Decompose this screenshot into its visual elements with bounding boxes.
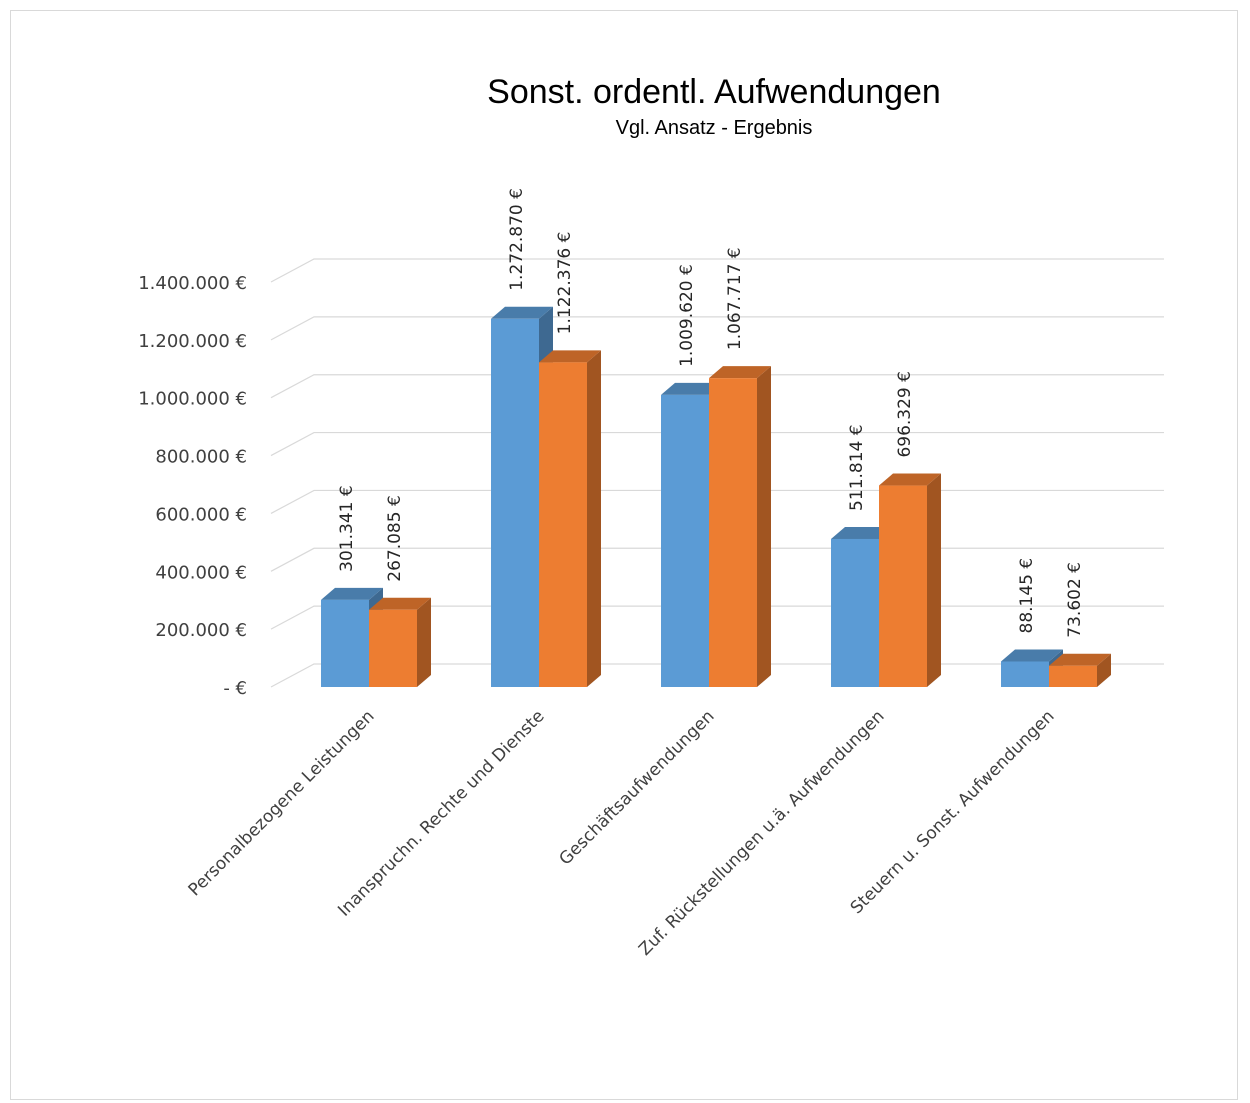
- bar-top: [1049, 653, 1111, 666]
- data-label: 511.814 €: [847, 424, 867, 511]
- bar-front: [491, 318, 539, 687]
- bar-top: [661, 382, 723, 395]
- bar-top: [709, 366, 771, 379]
- bar-top: [1001, 649, 1063, 662]
- y-tick-label: 800.000 €: [155, 447, 247, 468]
- bar-top: [539, 350, 601, 363]
- chart-svg: Sonst. ordentl. Aufwendungen Vgl. Ansatz…: [138, 73, 1164, 960]
- bar-front: [661, 394, 709, 687]
- data-label: 267.085 €: [385, 495, 405, 582]
- data-label: 1.122.376 €: [555, 232, 575, 335]
- bar-top: [491, 306, 553, 319]
- bar: [369, 597, 431, 687]
- bar-side: [1097, 653, 1111, 687]
- bar: [879, 473, 941, 687]
- bar-side: [927, 473, 941, 687]
- bars: [321, 306, 1111, 687]
- bar-side: [757, 366, 771, 687]
- y-tick-label: 1.200.000 €: [138, 331, 247, 352]
- bar-top: [321, 587, 383, 600]
- chart-frame: Sonst. ordentl. Aufwendungen Vgl. Ansatz…: [10, 10, 1238, 1100]
- data-label: 1.272.870 €: [507, 188, 527, 291]
- data-label: 301.341 €: [337, 485, 357, 572]
- chart-subtitle: Vgl. Ansatz - Ergebnis: [616, 117, 813, 139]
- y-axis-ticks: - € 200.000 € 400.000 € 600.000 € 800.000 € 1…: [138, 273, 247, 699]
- y-tick-label: - €: [223, 678, 247, 699]
- category-label: Steuern u. Sonst. Aufwendungen: [847, 706, 1059, 918]
- data-label: 1.009.620 €: [677, 264, 697, 367]
- bar-front: [831, 538, 879, 687]
- y-tick-label: 400.000 €: [155, 562, 247, 583]
- category-label: Geschäftsaufwendungen: [555, 706, 718, 869]
- bar-top: [831, 526, 893, 539]
- data-label: 1.067.717 €: [725, 247, 745, 350]
- bar-front: [321, 599, 369, 687]
- bar-front: [1049, 665, 1097, 687]
- y-tick-label: 600.000 €: [155, 504, 247, 525]
- chart-title: Sonst. ordentl. Aufwendungen: [487, 73, 941, 111]
- gridline: [270, 431, 1164, 457]
- bar-top: [879, 473, 941, 486]
- category-label: Inanspruchn. Rechte und Dienste: [334, 706, 548, 920]
- bar-front: [539, 362, 587, 687]
- gridline: [270, 316, 1164, 341]
- gridline: [270, 374, 1164, 399]
- x-axis-categories: Personalbezogene LeistungenInanspruchn. …: [185, 706, 1059, 959]
- gridline: [270, 258, 1164, 283]
- data-label: 73.602 €: [1065, 562, 1085, 638]
- data-label: 696.329 €: [895, 371, 915, 458]
- bar-side: [417, 597, 431, 687]
- bar-top: [369, 597, 431, 610]
- data-label: 88.145 €: [1017, 558, 1037, 634]
- y-tick-label: 200.000 €: [155, 620, 247, 641]
- bar: [1049, 653, 1111, 687]
- bar: [709, 366, 771, 687]
- y-tick-label: 1.400.000 €: [138, 273, 247, 294]
- gridlines: [270, 258, 1164, 688]
- bar-front: [1001, 661, 1049, 687]
- category-label: Personalbezogene Leistungen: [185, 706, 379, 900]
- bar-front: [709, 378, 757, 687]
- bar: [539, 350, 601, 687]
- bar-front: [879, 485, 927, 687]
- bar-side: [587, 350, 601, 687]
- bar-front: [369, 609, 417, 687]
- y-tick-label: 1.000.000 €: [138, 389, 247, 410]
- data-labels: 301.341 € 267.085 € 1.272.870 € 1.122.376 €…: [337, 188, 1085, 638]
